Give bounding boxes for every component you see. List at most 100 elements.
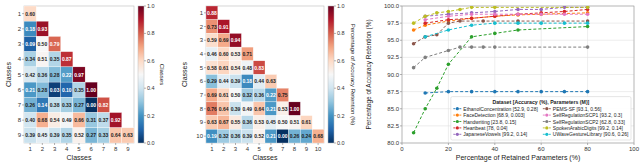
colorbar-tick [144,88,146,89]
legend-label: JapaneseVowels [99.2, 0.14] [463,131,528,137]
cell [206,47,218,61]
colorbar-tick-label: 0.4 [337,85,345,91]
x-tick-label: 100 [629,146,640,152]
cell-label: 0.53 [231,51,241,57]
point [412,21,416,25]
x-tick-label: 7 [102,146,106,152]
cell-label: 0.33 [62,102,72,108]
x-tick [127,143,128,145]
point [423,21,427,25]
cell [253,102,265,116]
x-tick-label: 0 [400,146,404,152]
y-tick [22,120,24,121]
y-tick-label: 85.0 [387,106,399,112]
legend-item: SelfRegulationSCP1 [93.2, 0.3] [543,112,623,118]
cell [253,75,265,89]
x-tick [294,143,295,145]
y-tick [204,136,206,137]
legend-item: PEMS-SF [93.1, 0.56] [543,106,602,112]
y-tick [204,95,206,96]
legend-marker [545,133,548,136]
legend-label: SelfRegulationSCP1 [93.2, 0.3] [553,112,623,118]
cell [241,47,253,61]
cell [24,6,36,21]
cell-label: 0.36 [231,133,241,139]
point [539,12,543,16]
legend-label: Heartbeat [78, 0.04] [463,125,508,131]
plot-frame [402,6,634,143]
cell [277,116,289,130]
x-tick-label: 2 [222,146,226,152]
cell-label: 0.50 [278,119,288,125]
cell [73,67,85,82]
point [493,45,497,49]
cell-labels: 0.600.180.930.090.500.790.340.510.350.87… [25,11,133,139]
colorbar-tick-label: 1.0 [147,3,155,9]
cell [122,128,134,143]
point [423,35,427,39]
cell [85,82,97,97]
colorbar-tick [144,33,146,34]
legend-title: Dataset [Accuracy (%), Parameters (M)] [492,99,589,105]
cell-label: 0.49 [62,117,72,123]
cell-label: 0.39 [231,78,241,84]
cell [253,88,265,102]
cell [230,129,242,143]
cell [48,82,60,97]
cell-label: 1.00 [290,106,300,112]
y-tick [22,44,24,45]
cell-label: 0.14 [37,102,47,108]
cell-label: 0.53 [254,119,264,125]
cell [206,6,218,20]
cell [230,33,242,47]
cell [24,21,36,36]
cell-label: 0.93 [37,26,47,32]
x-tick [30,143,31,145]
y-tick [204,12,206,13]
y-tick-label: 2 [200,24,204,30]
cell [206,88,218,102]
cell-label: 0.88 [207,10,217,16]
y-tick-label: 9 [200,119,204,125]
cell-label: 0.18 [242,78,252,84]
grid-line [402,57,634,58]
legend-label: SelfRegulationSCP2 [62.8, 0.33] [553,119,626,125]
point [586,6,590,9]
cell [277,102,289,116]
legend-item: Handwriting [23.8, 0.15] [453,119,516,125]
legend-marker [545,107,548,110]
cell-label: 0.63 [123,132,133,138]
cell [61,97,73,112]
point [516,12,520,16]
legend-label: SpokenArabicDigits [99.2, 0.14] [553,125,624,131]
cells [24,6,134,143]
cell [48,128,60,143]
cell [73,113,85,128]
y-tick-label: 87.5 [387,89,399,95]
cell [230,102,242,116]
cell [277,129,289,143]
cell [241,75,253,89]
point [447,62,451,66]
x-tick-label: 4 [246,146,250,152]
cell [85,128,97,143]
cell-label: 0.33 [99,132,109,138]
cell [24,82,36,97]
legend-item: FaceDetection [68.9, 0.003] [453,112,525,118]
cell [24,36,36,51]
y-tick-label: 92.5 [387,54,399,60]
cell [24,128,36,143]
cell-label: 0.48 [242,65,252,71]
cell [300,129,312,143]
colorbar: 0.00.20.40.60.81.0Percentage of Accuracy… [328,3,356,146]
colorbar-tick [334,115,336,116]
point [493,21,497,25]
cell-label: 0.38 [50,102,60,108]
cell-label: 0.63 [266,78,276,84]
plot-frame [206,6,324,143]
cell [277,88,289,102]
legend-marker [545,120,548,123]
cell-label: 0.61 [301,119,311,125]
colorbar-tick-label: 0.8 [147,30,155,36]
cell-label: 0.69 [207,92,217,98]
